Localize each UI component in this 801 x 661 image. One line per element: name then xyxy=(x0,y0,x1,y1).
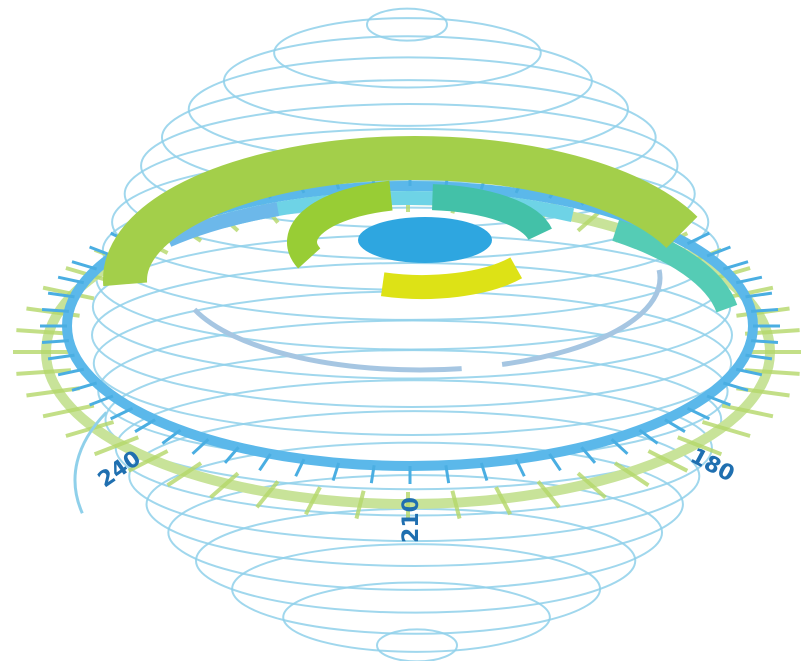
ring-tick xyxy=(751,339,779,345)
ring-tick xyxy=(57,275,85,285)
ring-tick xyxy=(71,381,98,392)
center-disc xyxy=(358,217,492,263)
side-arc xyxy=(73,411,108,514)
ring-tick xyxy=(494,486,513,516)
ring-tick xyxy=(47,291,75,299)
ring-tick xyxy=(57,367,85,377)
ring-tick xyxy=(722,260,749,271)
ring-tick xyxy=(71,260,98,271)
right-band xyxy=(612,219,738,313)
inner-arc xyxy=(192,307,462,373)
ring-tick xyxy=(26,386,80,398)
ring-tick xyxy=(93,435,139,457)
ring-tick xyxy=(721,403,774,419)
latitude-line xyxy=(104,349,723,491)
ring-seg xyxy=(287,180,393,269)
ring-tick xyxy=(686,231,710,246)
ring-tick xyxy=(613,461,650,487)
ring-tick xyxy=(209,471,240,499)
ring-tick xyxy=(686,406,710,421)
big-arc xyxy=(103,136,698,287)
ring-seg xyxy=(432,184,552,241)
ring-tick xyxy=(191,438,210,455)
ring-tick xyxy=(65,420,115,438)
layers xyxy=(13,7,801,661)
ring-tick xyxy=(664,418,686,434)
latitude-line xyxy=(92,290,733,436)
latitude-line xyxy=(91,262,733,408)
ring-tick xyxy=(450,490,462,520)
ring-tick xyxy=(444,464,451,484)
ring-tick xyxy=(42,285,95,301)
ring-tick xyxy=(331,462,341,482)
ring-tick xyxy=(16,368,72,376)
ring-tick xyxy=(610,438,629,455)
ring-tick xyxy=(677,435,723,457)
ring-tick xyxy=(369,464,376,484)
left-band xyxy=(165,202,280,247)
ring-tick xyxy=(701,420,751,438)
ring-tick xyxy=(303,486,322,516)
ring-tick xyxy=(479,462,489,482)
ring-tick xyxy=(580,446,597,464)
scale-label: 210 xyxy=(399,497,424,543)
ring-tick xyxy=(647,449,689,473)
ring-tick xyxy=(47,353,75,361)
latitude-line xyxy=(282,581,551,653)
ring-tick xyxy=(258,453,272,472)
ring-tick xyxy=(110,406,134,421)
ring-tick xyxy=(514,458,526,477)
ring-tick xyxy=(706,245,731,258)
ring-tick xyxy=(294,458,306,477)
ring-tick xyxy=(536,480,561,509)
inner-arc xyxy=(501,269,663,367)
ring-tick xyxy=(16,328,72,336)
latitude-line xyxy=(97,319,729,464)
ring-tick xyxy=(161,428,182,445)
ring-tick xyxy=(42,403,95,419)
ring-tick xyxy=(255,480,280,509)
ring-seg xyxy=(380,257,523,299)
ring-tick xyxy=(41,339,69,345)
ring-tick xyxy=(744,368,800,376)
ring-tick xyxy=(722,381,749,392)
ring-tick xyxy=(735,367,763,377)
ring-tick xyxy=(706,394,731,407)
ring-tick xyxy=(41,307,69,313)
ring-tick xyxy=(745,353,773,361)
latitude-line xyxy=(145,441,684,567)
latitude-line xyxy=(366,7,448,42)
ring-tick xyxy=(736,306,790,318)
ring-tick xyxy=(638,428,659,445)
ring-tick xyxy=(751,307,779,313)
latitude-line xyxy=(273,17,542,89)
latitude-line xyxy=(376,628,458,661)
ring-tick xyxy=(166,461,203,487)
ring-tick xyxy=(735,275,763,285)
ring-tick xyxy=(576,471,607,499)
ring-tick xyxy=(745,291,773,299)
ring-tick xyxy=(127,449,169,473)
ring-tick xyxy=(548,453,562,472)
ring-tick xyxy=(354,490,366,520)
ring-tick xyxy=(89,394,114,407)
latitude-line xyxy=(231,543,602,635)
latitude-line xyxy=(167,474,664,591)
ring-tick xyxy=(223,446,240,464)
latitude-line xyxy=(128,410,701,543)
ring-tick xyxy=(134,418,156,434)
